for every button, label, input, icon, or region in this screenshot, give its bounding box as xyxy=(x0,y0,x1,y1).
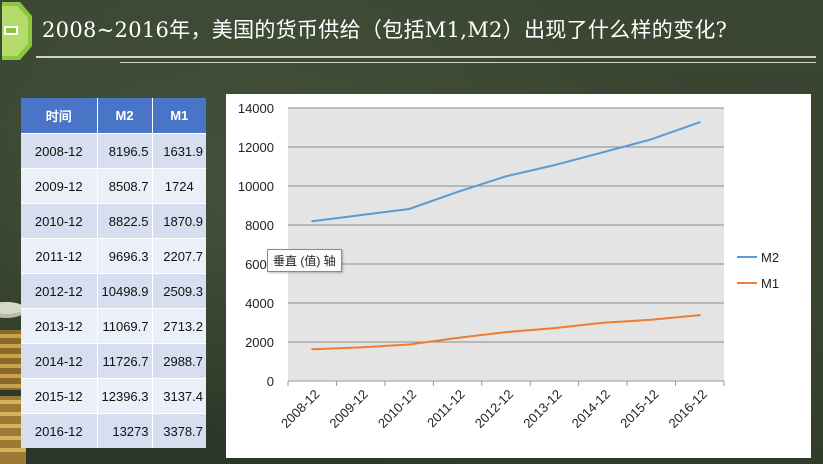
x-tick-label: 2013-12 xyxy=(520,387,564,431)
data-point-m2 xyxy=(601,151,604,154)
y-tick-label: 8000 xyxy=(245,218,274,233)
data-point-m2 xyxy=(698,121,701,124)
x-tick-label: 2009-12 xyxy=(326,387,370,431)
y-tick-label: 2000 xyxy=(245,335,274,350)
cell-time: 2012-12 xyxy=(21,273,98,309)
cell-m2: 10498.9 xyxy=(97,273,153,309)
title-bar: 2008~2016年，美国的货币供给（包括M1,M2）出现了什么样的变化? xyxy=(0,0,823,64)
x-tick-label: 2011-12 xyxy=(424,387,468,431)
table-row: 2012-12 10498.9 2509.3 xyxy=(21,273,206,309)
table-row: 2010-12 8822.5 1870.9 xyxy=(21,203,206,239)
cell-time: 2016-12 xyxy=(21,413,98,448)
y-tick-label: 12000 xyxy=(238,140,274,155)
y-tick-label: 14000 xyxy=(238,101,274,116)
data-point-m1 xyxy=(601,321,604,324)
table-row: 2008-12 8196.5 1631.9 xyxy=(21,133,206,169)
data-point-m1 xyxy=(311,348,314,351)
col-header-time: 时间 xyxy=(21,98,98,134)
col-header-m1: M1 xyxy=(152,98,206,134)
data-point-m2 xyxy=(505,175,507,178)
x-tick-label: 2010-12 xyxy=(375,387,419,431)
cell-m2: 11069.7 xyxy=(97,308,153,344)
coin-stack-decoration xyxy=(0,302,26,464)
x-tick-label: 2016-12 xyxy=(666,387,710,431)
plot-area xyxy=(288,108,724,381)
legend-label-m1: M1 xyxy=(761,276,779,291)
cell-m1: 3378.7 xyxy=(152,413,206,448)
axis-tooltip: 垂直 (值) 轴 xyxy=(267,249,342,272)
cell-m1: 2988.7 xyxy=(152,343,206,379)
data-point-m2 xyxy=(408,207,411,210)
cell-m1: 1631.9 xyxy=(152,133,206,169)
table-row: 2014-12 11726.7 2988.7 xyxy=(21,343,206,379)
cell-m1: 3137.4 xyxy=(152,378,206,414)
title-underline-2 xyxy=(120,62,816,63)
x-tick-label: 2014-12 xyxy=(569,387,613,431)
cell-time: 2013-12 xyxy=(21,308,98,344)
slide-logo-icon xyxy=(2,2,32,60)
data-point-m1 xyxy=(359,346,362,349)
data-point-m2 xyxy=(650,138,653,141)
table-row: 2013-12 11069.7 2713.2 xyxy=(21,308,206,344)
table-row: 2016-12 13273 3378.7 xyxy=(21,413,206,448)
data-point-m2 xyxy=(359,214,362,217)
cell-m1: 1870.9 xyxy=(152,203,206,239)
money-supply-table: 时间 M2 M1 2008-12 8196.5 1631.9 2009-12 8… xyxy=(21,98,206,448)
cell-m1: 2509.3 xyxy=(152,273,206,309)
data-point-m2 xyxy=(456,190,459,193)
y-tick-label: 0 xyxy=(267,374,274,389)
x-tick-label: 2012-12 xyxy=(472,387,516,431)
cell-m2: 12396.3 xyxy=(97,378,153,414)
cell-m2: 8508.7 xyxy=(97,168,153,204)
cell-time: 2008-12 xyxy=(21,133,98,169)
y-tick-label: 4000 xyxy=(245,296,274,311)
cell-time: 2014-12 xyxy=(21,343,98,379)
table-row: 2011-12 9696.3 2207.7 xyxy=(21,238,206,274)
cell-time: 2009-12 xyxy=(21,168,98,204)
x-tick-label: 2015-12 xyxy=(617,387,661,431)
y-tick-label: 6000 xyxy=(245,257,274,272)
table-header-row: 时间 M2 M1 xyxy=(21,98,206,134)
data-point-m2 xyxy=(311,220,314,223)
cell-m2: 9696.3 xyxy=(97,238,153,274)
cell-m1: 2207.7 xyxy=(152,238,206,274)
data-point-m1 xyxy=(553,327,556,330)
data-point-m1 xyxy=(650,318,653,321)
legend-label-m2: M2 xyxy=(761,250,779,265)
title-underline xyxy=(36,56,816,58)
cell-m2: 8822.5 xyxy=(97,203,153,239)
cell-time: 2010-12 xyxy=(21,203,98,239)
x-tick-label: 2008-12 xyxy=(278,387,322,431)
cell-time: 2011-12 xyxy=(21,238,98,274)
cell-m1: 1724 xyxy=(152,168,206,204)
data-point-m1 xyxy=(505,331,507,334)
data-point-m2 xyxy=(553,164,556,167)
cell-m2: 11726.7 xyxy=(97,343,153,379)
table-row: 2009-12 8508.7 1724 xyxy=(21,168,206,204)
data-point-m1 xyxy=(456,336,459,339)
cell-m1: 2713.2 xyxy=(152,308,206,344)
cell-m2: 8196.5 xyxy=(97,133,153,169)
cell-time: 2015-12 xyxy=(21,378,98,414)
data-point-m1 xyxy=(408,343,411,346)
page-title: 2008~2016年，美国的货币供给（包括M1,M2）出现了什么样的变化? xyxy=(42,18,728,42)
cell-m2: 13273 xyxy=(97,413,153,448)
line-chart[interactable]: 0 2000 4000 6000 8000 10000 12000 14000 2008-12 2… xyxy=(226,94,811,458)
col-header-m2: M2 xyxy=(97,98,153,134)
table-row: 2015-12 12396.3 3137.4 xyxy=(21,378,206,414)
y-tick-label: 10000 xyxy=(238,179,274,194)
data-point-m1 xyxy=(698,314,701,317)
